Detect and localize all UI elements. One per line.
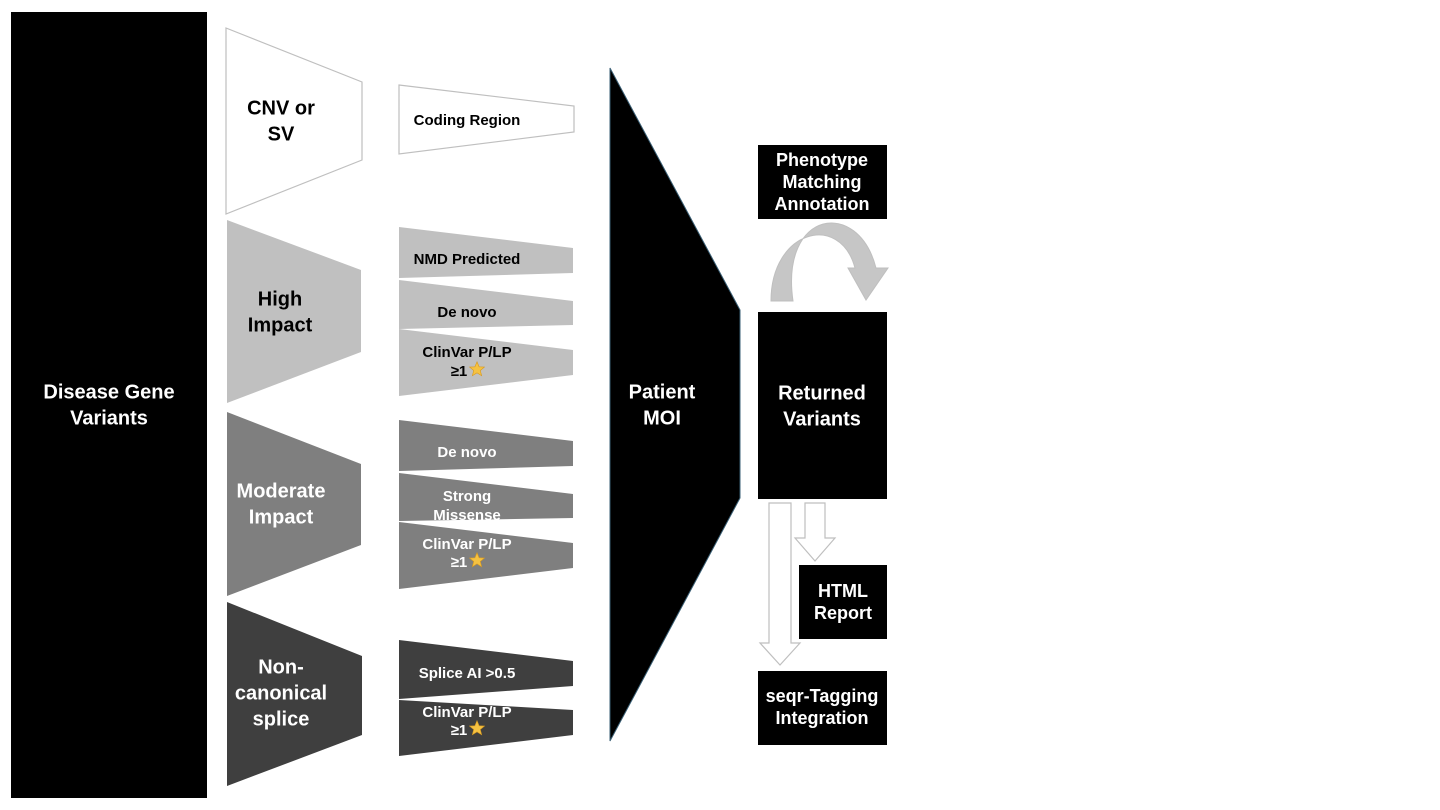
down-arrow-icon — [758, 502, 802, 666]
category-moderate-impact: Moderate Impact — [227, 412, 361, 596]
phenotype-matching-box: Phenotype Matching Annotation — [758, 145, 887, 219]
filter-clinvar-high: ClinVar P/LP ≥1 — [399, 329, 573, 396]
moi-label-line2: MOI — [643, 407, 681, 429]
filter-de-novo-moderate: De novo — [399, 420, 573, 471]
seqr-label-line2: Integration — [776, 708, 869, 728]
category-noncanonical-splice: Non- canonical splice — [227, 602, 362, 786]
filter-clinvar-splice: ClinVar P/LP ≥1 — [399, 700, 573, 756]
html-report-label-line1: HTML — [818, 581, 868, 601]
category-high-impact: High Impact — [227, 220, 361, 403]
filter-label: Splice AI >0.5 — [419, 665, 516, 682]
moi-label-line1: Patient — [629, 381, 696, 403]
filter-label: Coding Region — [414, 112, 521, 129]
source-label-line2: Variants — [70, 407, 148, 429]
category-cnv-sv: CNV or SV — [225, 27, 363, 215]
filter-label: De novo — [437, 304, 496, 321]
filter-label-line2: ≥1 — [451, 554, 468, 571]
category-label-line2: Impact — [248, 314, 313, 336]
filter-label-line1: ClinVar P/LP — [422, 344, 511, 361]
seqr-label-line1: seqr-Tagging — [766, 686, 879, 706]
filter-label-line1: ClinVar P/LP — [422, 536, 511, 553]
source-label-line1: Disease Gene — [43, 381, 174, 403]
filter-splice-ai: Splice AI >0.5 — [399, 640, 573, 699]
html-report-box: HTML Report — [799, 565, 887, 639]
filter-clinvar-moderate: ClinVar P/LP ≥1 — [399, 522, 573, 589]
returned-label-line1: Returned — [778, 382, 866, 404]
category-label-line2: Impact — [249, 506, 314, 528]
phenotype-label-line1: Phenotype — [776, 150, 868, 170]
disease-gene-variants-block: Disease Gene Variants — [11, 12, 207, 798]
curved-arrow-icon — [770, 222, 889, 302]
filter-label: De novo — [437, 444, 496, 461]
category-label-line1: Moderate — [237, 480, 326, 502]
filter-de-novo-high: De novo — [399, 280, 573, 329]
filter-coding-region: Coding Region — [398, 84, 575, 155]
filter-label-line2: Missense — [433, 507, 501, 524]
category-label-line1: High — [258, 288, 302, 310]
filter-nmd-predicted: NMD Predicted — [399, 227, 573, 278]
category-label-line2: canonical — [235, 682, 327, 704]
phenotype-label-line2: Matching — [783, 172, 862, 192]
returned-label-line2: Variants — [783, 408, 861, 430]
filter-label: NMD Predicted — [414, 251, 521, 268]
phenotype-label-line3: Annotation — [775, 194, 870, 214]
html-report-label-line2: Report — [814, 603, 872, 623]
filter-label-line1: Strong — [443, 488, 491, 505]
down-arrow-icon — [793, 502, 837, 562]
returned-variants-box: Returned Variants — [758, 312, 887, 499]
filter-label-line2: ≥1 — [451, 722, 468, 739]
filter-label-line1: ClinVar P/LP — [422, 704, 511, 721]
category-label-line1: CNV or — [247, 97, 315, 119]
category-label-line1: Non- — [258, 656, 304, 678]
filter-label-line2: ≥1 — [451, 363, 468, 380]
category-label-line3: splice — [253, 708, 310, 730]
category-label-line2: SV — [268, 123, 295, 145]
filter-strong-missense: Strong Missense — [399, 473, 573, 524]
patient-moi-funnel: Patient MOI — [609, 67, 741, 742]
seqr-tagging-box: seqr-Tagging Integration — [758, 671, 887, 745]
